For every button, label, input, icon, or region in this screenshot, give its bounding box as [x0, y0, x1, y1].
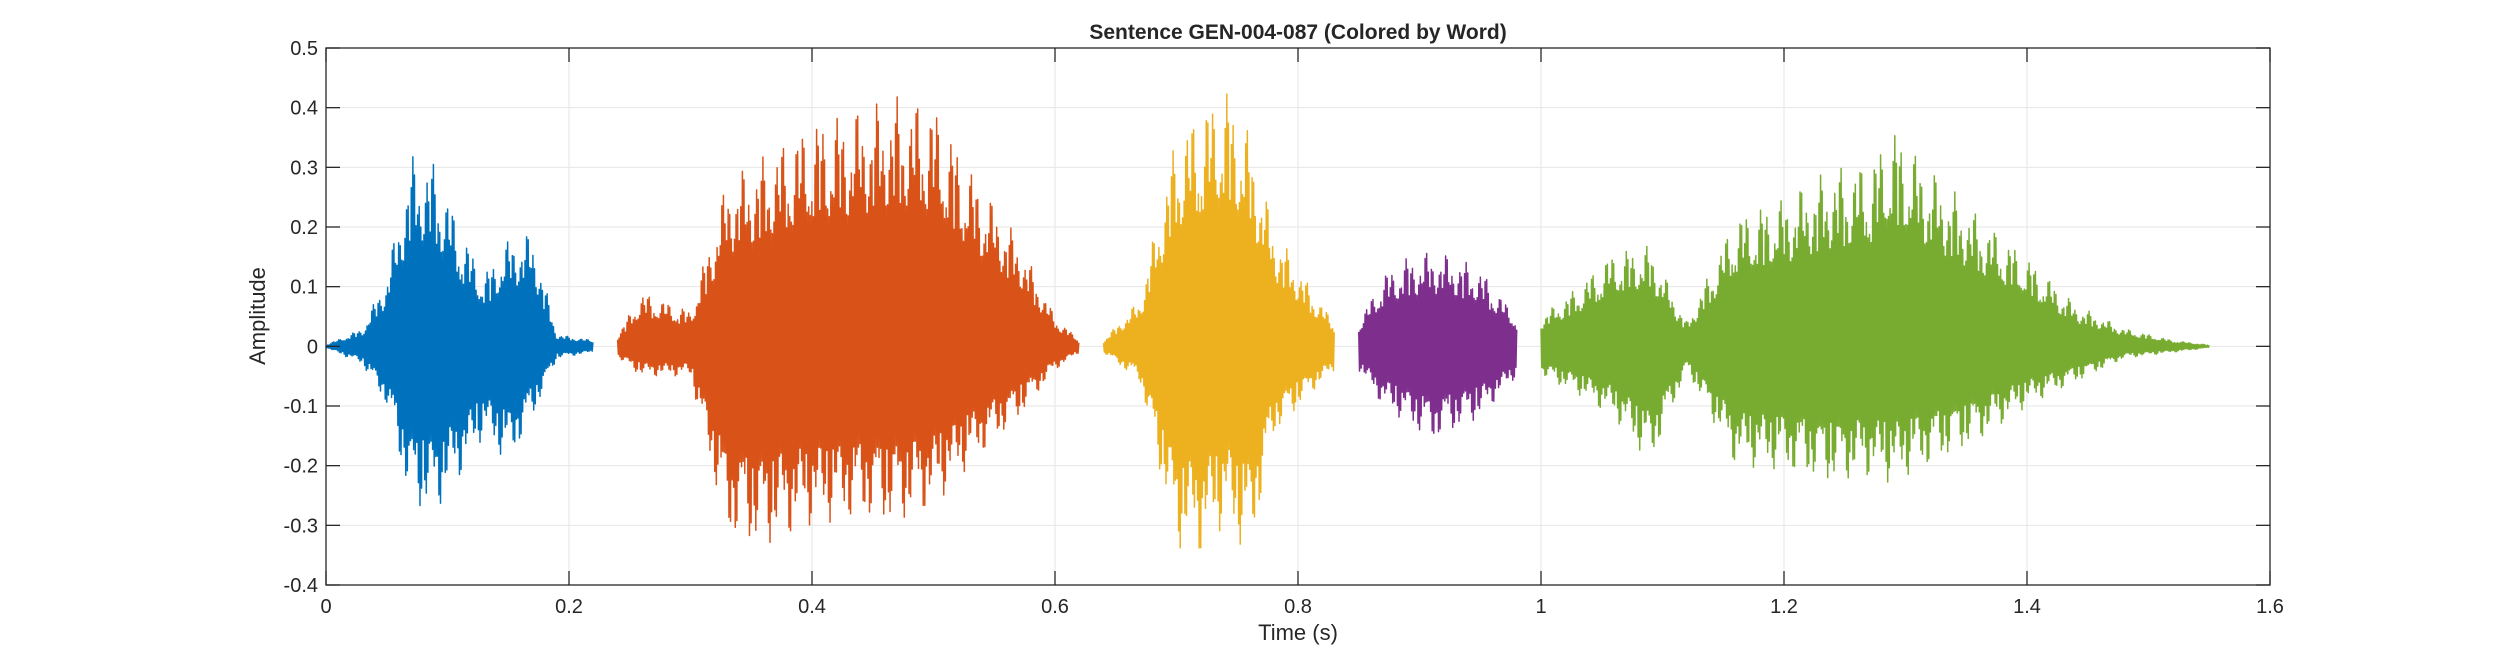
x-tick-label: 1.4 — [2013, 596, 2041, 618]
y-tick-label: 0 — [307, 336, 318, 358]
x-tick-label: 0 — [320, 596, 331, 618]
ticks: 0 0.2 0.4 0.6 0.8 1 1.2 1.4 1.6 -0.4 -0.3 -0.2 -0.1 0… — [284, 38, 2284, 618]
word-waveform-5 — [1540, 134, 2210, 483]
y-tick-label: -0.2 — [284, 456, 318, 478]
x-tick-label: 1.6 — [2256, 596, 2284, 618]
y-tick-label: 0.5 — [290, 38, 318, 60]
x-tick-label: 0.2 — [555, 596, 583, 618]
y-tick-label: 0.1 — [290, 277, 318, 299]
x-tick-label: 0.6 — [1041, 596, 1069, 618]
waveform-series — [325, 93, 2210, 549]
x-tick-label: 0.8 — [1284, 596, 1312, 618]
word-waveform-3 — [1102, 93, 1335, 549]
y-tick-label: -0.3 — [284, 515, 318, 537]
word-waveform-2 — [616, 96, 1080, 544]
chart-title: Sentence GEN-004-087 (Colored by Word) — [1089, 21, 1506, 44]
x-tick-label: 1 — [1535, 596, 1546, 618]
y-tick-label: 0.2 — [290, 217, 318, 239]
x-tick-label: 1.2 — [1770, 596, 1798, 618]
y-tick-label: -0.1 — [284, 396, 318, 418]
word-waveform-1 — [325, 156, 594, 507]
y-tick-label: -0.4 — [284, 575, 318, 597]
x-tick-label: 0.4 — [798, 596, 826, 618]
y-tick-label: 0.3 — [290, 157, 318, 179]
x-axis-title: Time (s) — [1258, 620, 1338, 645]
y-tick-label: 0.4 — [290, 98, 318, 120]
y-axis-title: Amplitude — [245, 267, 270, 365]
word-waveform-4 — [1358, 252, 1518, 434]
